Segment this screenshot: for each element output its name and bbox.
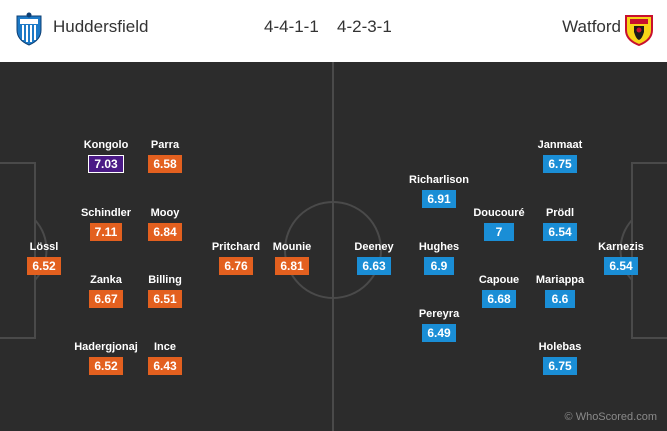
away-player[interactable]: Pereyra 6.49 bbox=[399, 307, 479, 342]
player-rating: 6.9 bbox=[424, 257, 454, 275]
away-player[interactable]: Holebas 6.75 bbox=[520, 340, 600, 375]
away-player[interactable]: Janmaat 6.75 bbox=[520, 138, 600, 173]
home-team-name[interactable]: Huddersfield bbox=[53, 17, 149, 36]
player-name: Lössl bbox=[29, 241, 59, 253]
player-name: Karnezis bbox=[598, 241, 644, 253]
player-name: Richarlison bbox=[409, 174, 469, 186]
player-rating: 6.52 bbox=[89, 357, 123, 375]
player-name: Billing bbox=[148, 274, 182, 286]
home-player[interactable]: Mounie 6.81 bbox=[252, 240, 332, 275]
player-rating: 6.51 bbox=[148, 290, 182, 308]
pitch-markings bbox=[0, 62, 667, 431]
player-rating: 6.63 bbox=[357, 257, 391, 275]
player-rating: 6.81 bbox=[275, 257, 309, 275]
player-name: Deeney bbox=[354, 241, 394, 253]
player-name: Prödl bbox=[545, 207, 575, 219]
home-player[interactable]: Zanka 6.67 bbox=[66, 273, 146, 308]
player-name: Hughes bbox=[418, 241, 460, 253]
player-rating: 6.58 bbox=[148, 155, 182, 173]
player-name: Holebas bbox=[538, 341, 582, 353]
match-header: Huddersfield 4-4-1-1 4-2-3-1 Watford bbox=[0, 0, 667, 62]
watermark: © WhoScored.com bbox=[564, 411, 657, 423]
home-player[interactable]: Ince 6.43 bbox=[125, 340, 205, 375]
player-name: Zanka bbox=[90, 274, 122, 286]
player-name: Doucouré bbox=[473, 207, 525, 219]
watford-crest-icon bbox=[624, 12, 654, 47]
away-player[interactable]: Karnezis 6.54 bbox=[581, 240, 661, 275]
home-formation: 4-4-1-1 bbox=[264, 17, 319, 36]
player-rating: 6.75 bbox=[543, 155, 577, 173]
away-player[interactable]: Mariappa 6.6 bbox=[520, 273, 600, 308]
player-rating: 6.76 bbox=[219, 257, 253, 275]
home-player[interactable]: Hadergjonaj 6.52 bbox=[66, 340, 146, 375]
away-player[interactable]: Richarlison 6.91 bbox=[399, 173, 479, 208]
player-rating-best: 7.03 bbox=[88, 155, 124, 173]
player-rating: 6.54 bbox=[604, 257, 638, 275]
player-name: Capoue bbox=[478, 274, 520, 286]
home-player[interactable]: Lössl 6.52 bbox=[4, 240, 84, 275]
away-player[interactable]: Doucouré 7 bbox=[459, 206, 539, 241]
player-name: Parra bbox=[150, 139, 180, 151]
away-player[interactable]: Hughes 6.9 bbox=[399, 240, 479, 275]
player-rating: 6.67 bbox=[89, 290, 123, 308]
player-name: Schindler bbox=[80, 207, 132, 219]
player-name: Janmaat bbox=[537, 139, 583, 151]
home-player[interactable]: Pritchard 6.76 bbox=[196, 240, 276, 275]
player-rating: 6.52 bbox=[27, 257, 61, 275]
player-rating: 6.49 bbox=[422, 324, 456, 342]
player-name: Ince bbox=[153, 341, 176, 353]
away-player[interactable]: Prödl 6.54 bbox=[520, 206, 600, 241]
huddersfield-crest-icon bbox=[14, 12, 44, 46]
player-name: Hadergjonaj bbox=[74, 341, 138, 353]
player-name: Kongolo bbox=[83, 139, 129, 151]
player-name: Pritchard bbox=[211, 241, 261, 253]
home-player[interactable]: Kongolo 7.03 bbox=[66, 138, 146, 173]
player-rating: 6.54 bbox=[543, 223, 577, 241]
away-team-name[interactable]: Watford bbox=[562, 17, 621, 36]
player-name: Mounie bbox=[272, 241, 312, 253]
player-rating: 7.11 bbox=[89, 223, 123, 241]
away-player[interactable]: Deeney 6.63 bbox=[334, 240, 414, 275]
away-formation: 4-2-3-1 bbox=[337, 17, 392, 36]
player-rating: 6.84 bbox=[148, 223, 182, 241]
player-name: Mariappa bbox=[535, 274, 585, 286]
player-rating: 6.91 bbox=[422, 190, 456, 208]
home-player[interactable]: Parra 6.58 bbox=[125, 138, 205, 173]
away-player[interactable]: Capoue 6.68 bbox=[459, 273, 539, 308]
home-player[interactable]: Billing 6.51 bbox=[125, 273, 205, 308]
player-rating: 6.6 bbox=[545, 290, 575, 308]
home-player[interactable]: Mooy 6.84 bbox=[125, 206, 205, 241]
player-rating: 6.43 bbox=[148, 357, 182, 375]
player-rating: 6.68 bbox=[482, 290, 516, 308]
player-rating: 7 bbox=[484, 223, 514, 241]
player-name: Mooy bbox=[150, 207, 180, 219]
player-rating: 6.75 bbox=[543, 357, 577, 375]
home-player[interactable]: Schindler 7.11 bbox=[66, 206, 146, 241]
pitch: Lössl 6.52 Kongolo 7.03 Schindler 7.11 Z… bbox=[0, 62, 667, 431]
player-name: Pereyra bbox=[418, 308, 460, 320]
